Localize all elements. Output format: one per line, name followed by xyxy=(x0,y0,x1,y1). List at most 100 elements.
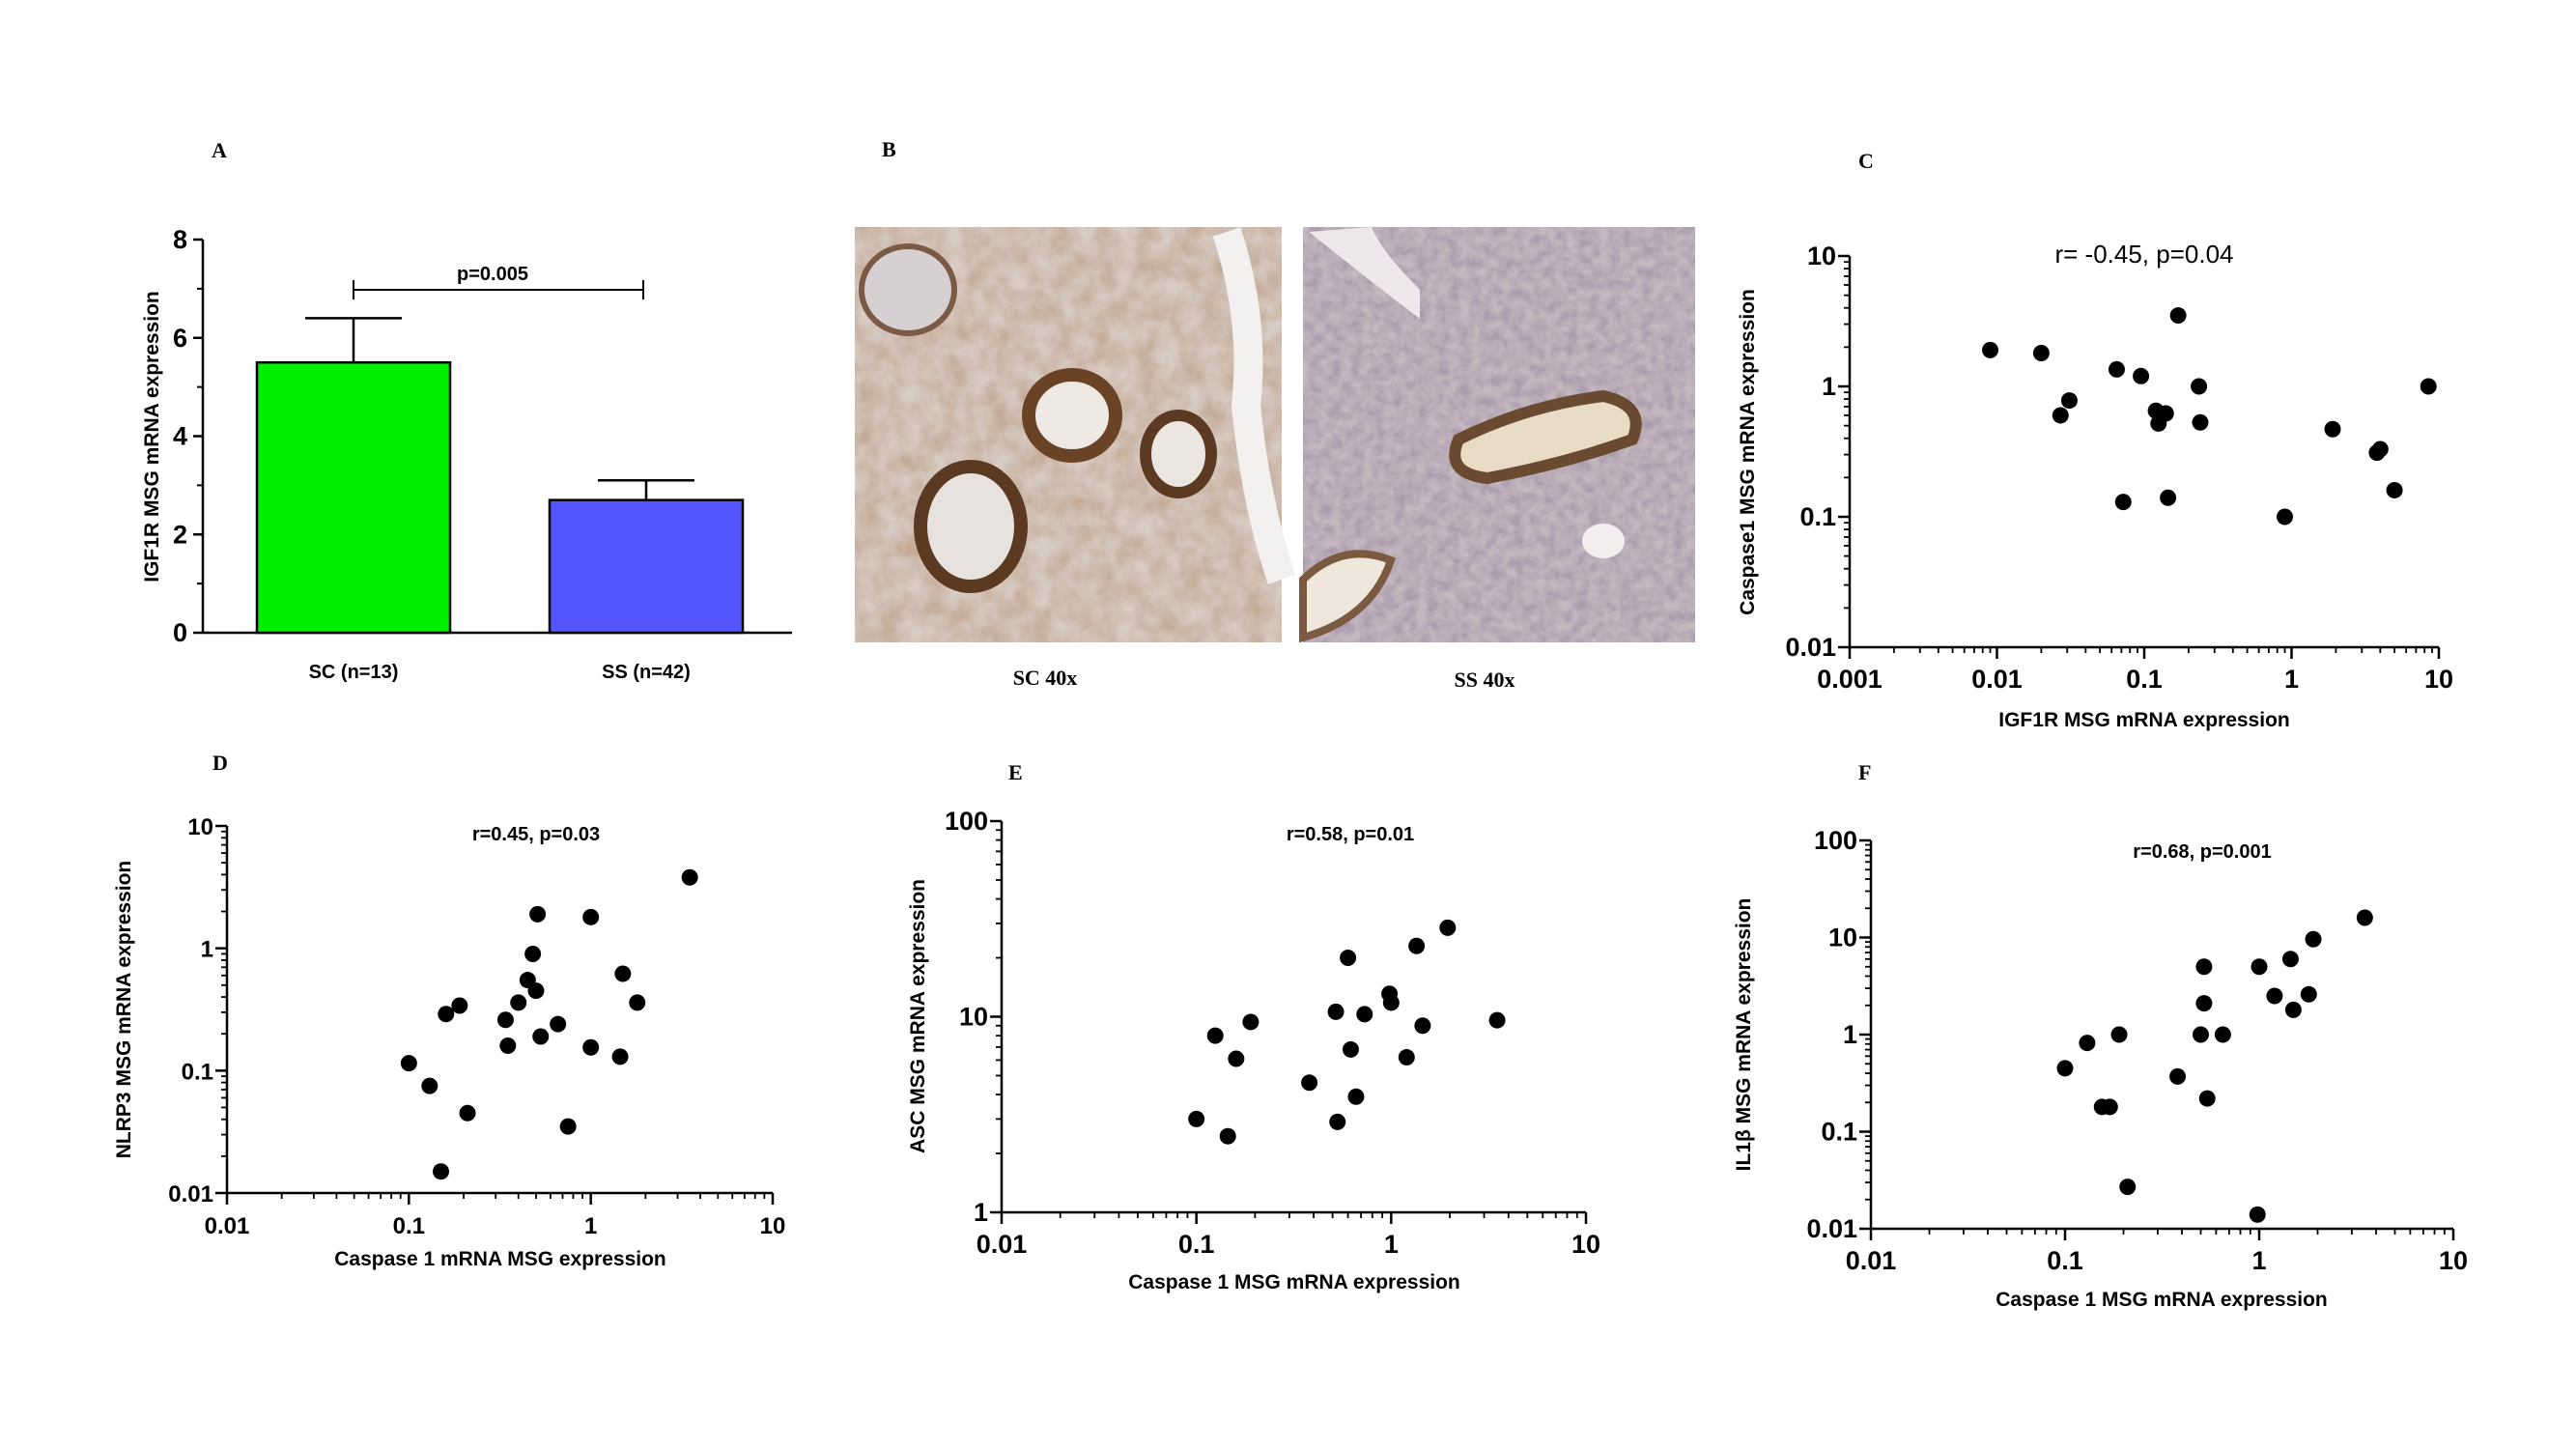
panel-f-data-point xyxy=(2192,1026,2209,1043)
panel-c-xtick-label: 0.01 xyxy=(1971,665,2023,694)
panel-c-ytick-label: 0.01 xyxy=(1785,633,1836,662)
panel-a-bar-1 xyxy=(548,498,745,635)
panel-c-data-point xyxy=(2386,481,2403,498)
panel-d-correlation-annotation: r=0.45, p=0.03 xyxy=(472,824,600,845)
panel-b-histology: SC 40x SS 40x xyxy=(855,227,1695,692)
panel-e-data-point xyxy=(1382,994,1400,1011)
panel-f-ytick-label: 100 xyxy=(1814,826,1857,855)
panel-d-xtick-label: 1 xyxy=(584,1213,597,1239)
panel-f-data-point xyxy=(2305,930,2322,948)
panel-e-ytick-label: 10 xyxy=(959,1003,988,1032)
panel-e-xtick-label: 10 xyxy=(1571,1230,1600,1259)
panel-d-data-point xyxy=(510,994,527,1011)
panel-c-xtick-label: 0.1 xyxy=(2126,665,2163,694)
panel-a-ytick-label: 8 xyxy=(173,225,187,254)
panel-c-data-point xyxy=(2160,489,2177,506)
panel-c-data-point xyxy=(2114,494,2132,511)
panel-e-data-point xyxy=(1242,1013,1260,1031)
panel-d-ytick-label: 0.1 xyxy=(182,1059,213,1085)
panel-e-data-point xyxy=(1327,1003,1345,1020)
panel-letter-f: F xyxy=(1858,760,1871,784)
panel-d-data-point xyxy=(438,1006,455,1023)
panel-letter-e: E xyxy=(1008,760,1023,784)
panel-d-data-point xyxy=(681,868,698,886)
panel-d-data-point xyxy=(629,994,646,1011)
panel-e-xtick-label: 0.01 xyxy=(977,1230,1028,1259)
panel-c-data-point xyxy=(2169,307,2187,325)
panel-e-scatter: 0.01 0.1 1 10 1 10 100 Caspase 1 MSG mRNA expre… xyxy=(907,807,1600,1293)
panel-d-data-point xyxy=(421,1077,439,1094)
panel-c-correlation-annotation: r= -0.45, p=0.04 xyxy=(2054,240,2233,269)
panel-f-data-point xyxy=(2214,1026,2231,1043)
panel-d-x-label: Caspase 1 mRNA MSG expression xyxy=(334,1248,666,1270)
histology-image-sc xyxy=(855,227,1296,642)
panel-e-correlation-annotation: r=0.58, p=0.01 xyxy=(1287,824,1414,845)
panel-f-data-point xyxy=(2250,958,2268,976)
panel-c-data-point xyxy=(2157,405,2174,422)
panel-c-ytick-label: 10 xyxy=(1807,242,1836,270)
panel-a-p-value: p=0.005 xyxy=(457,264,528,285)
panel-d-data-point xyxy=(559,1118,577,1135)
panel-d-xtick-label: 0.01 xyxy=(205,1213,250,1239)
panel-f-xtick-label: 1 xyxy=(2251,1246,2266,1275)
panel-a-bar-chart: 0 2 4 6 8 SC (n=13) SS (n=42) IGF1R MSG mRNA… xyxy=(141,225,792,683)
panel-e-y-label: ASC MSG mRNA expression xyxy=(907,879,929,1153)
panel-f-scatter: 0.01 0.1 1 10 0.01 0.1 1 10 100 Caspase 1 MSG mRN… xyxy=(1733,826,2468,1311)
histology-image-ss xyxy=(1299,227,1695,643)
panel-e-data-point xyxy=(1206,1027,1224,1044)
panel-f-data-point xyxy=(2249,1206,2266,1223)
panel-f-y-label: IL1β MSG mRNA expression xyxy=(1733,898,1755,1172)
panel-c-y-label: Caspase1 MSG mRNA expression xyxy=(1737,289,1759,615)
panel-c-data-point xyxy=(2108,360,2125,378)
panel-f-ytick-label: 0.1 xyxy=(1821,1118,1857,1147)
panel-f-data-point xyxy=(2284,1001,2302,1018)
panel-e-xtick-label: 1 xyxy=(1384,1230,1399,1259)
panel-a-ytick-label: 6 xyxy=(173,324,187,353)
panel-f-xtick-label: 10 xyxy=(2439,1246,2468,1275)
panel-d-data-point xyxy=(400,1055,417,1072)
panel-f-data-point xyxy=(2056,1060,2074,1077)
panel-e-data-point xyxy=(1340,950,1357,967)
panel-d-data-point xyxy=(451,997,468,1014)
panel-f-data-point xyxy=(2101,1098,2118,1116)
panel-d-data-point xyxy=(499,1037,517,1054)
panel-e-data-point xyxy=(1414,1017,1431,1035)
panel-e-data-point xyxy=(1219,1127,1236,1145)
panel-a-significance-bracket xyxy=(353,280,644,299)
panel-d-y-label: NLRP3 MSG mRNA expression xyxy=(113,861,135,1158)
panel-f-data-point xyxy=(2195,958,2213,976)
panel-d-ytick-label: 1 xyxy=(201,937,213,963)
panel-d-xtick-label: 0.1 xyxy=(393,1213,425,1239)
panel-a-y-label: IGF1R MSG mRNA expression xyxy=(141,291,163,582)
panel-e-data-point xyxy=(1347,1088,1365,1105)
panel-c-data-point xyxy=(1982,341,1999,358)
panel-c-data-point xyxy=(2324,420,2341,438)
panel-d-data-point xyxy=(550,1015,567,1033)
panel-f-data-point xyxy=(2110,1026,2128,1043)
panel-c-data-point xyxy=(2191,378,2208,395)
panel-d-data-point xyxy=(524,945,542,962)
panel-d-data-point xyxy=(611,1048,629,1065)
panel-e-ytick-label: 100 xyxy=(945,807,988,836)
panel-f-data-point xyxy=(2169,1067,2187,1085)
panel-f-x-label: Caspase 1 MSG mRNA expression xyxy=(1996,1289,2328,1311)
panel-e-xtick-label: 0.1 xyxy=(1178,1230,1215,1259)
panel-d-data-point xyxy=(532,1028,550,1045)
panel-c-data-point xyxy=(2060,392,2078,410)
panel-f-xtick-label: 0.1 xyxy=(2047,1246,2083,1275)
panel-a-category-ss: SS (n=42) xyxy=(602,662,691,683)
panel-e-data-point xyxy=(1488,1011,1506,1029)
panel-f-data-point xyxy=(2198,1090,2216,1107)
panel-c-ytick-label: 0.1 xyxy=(1799,502,1836,531)
panel-f-data-point xyxy=(2356,909,2373,926)
panel-f-data-point xyxy=(2079,1035,2096,1052)
panel-c-xtick-label: 10 xyxy=(2424,665,2453,694)
panel-c-xtick-label: 0.001 xyxy=(1817,665,1882,694)
panel-letter-b: B xyxy=(882,137,896,161)
panel-d-data-point xyxy=(432,1163,449,1180)
panel-f-data-point xyxy=(2119,1179,2137,1196)
panel-c-data-point xyxy=(2052,407,2069,424)
panel-e-data-point xyxy=(1188,1110,1205,1127)
panel-c-data-point xyxy=(2277,508,2294,526)
